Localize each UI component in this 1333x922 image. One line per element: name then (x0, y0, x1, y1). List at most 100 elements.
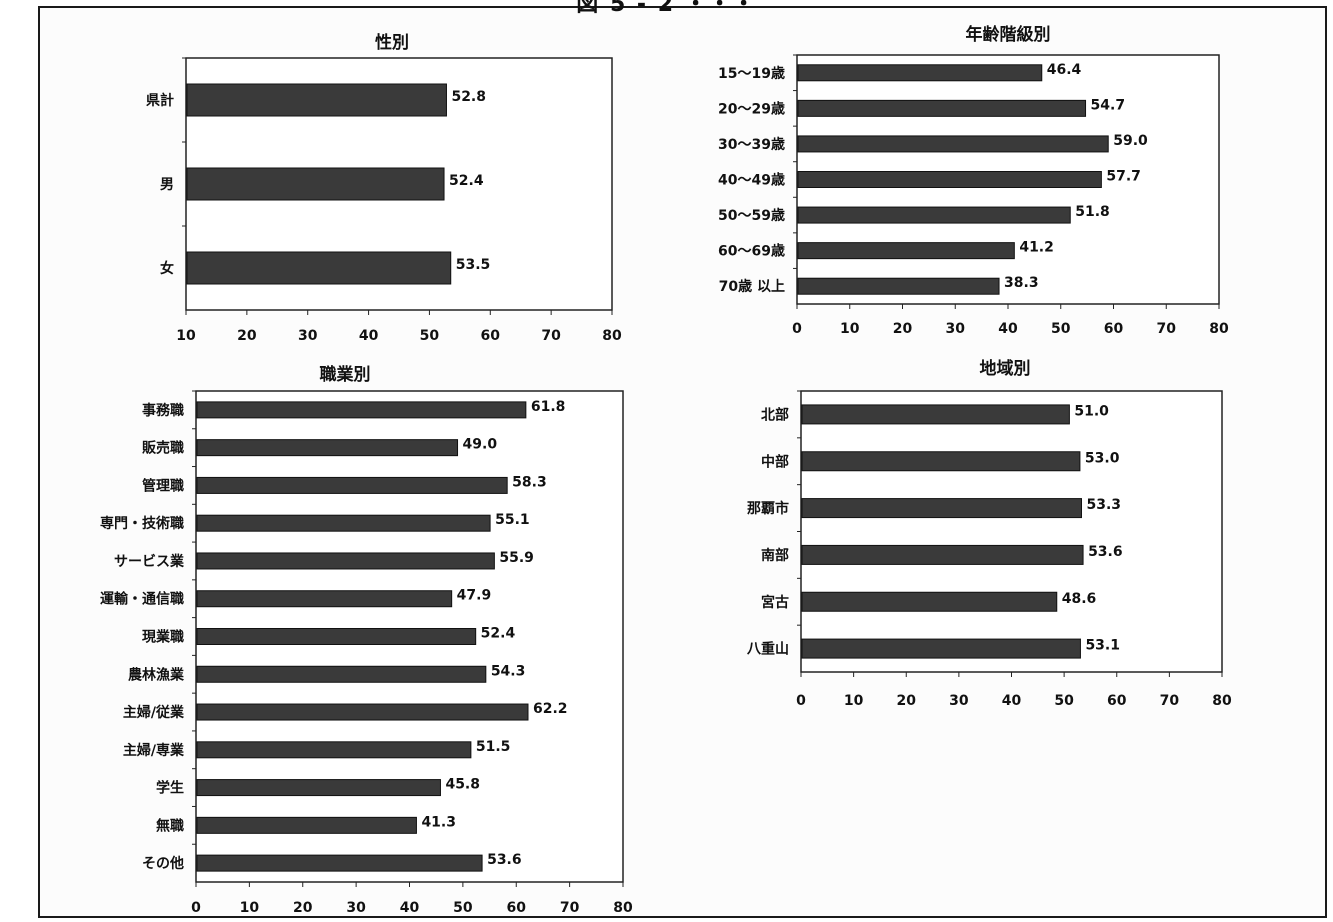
bar (196, 628, 477, 645)
x-tick-label: 80 (1209, 321, 1229, 337)
x-tick-label: 10 (176, 328, 196, 344)
data-label: 47.9 (457, 588, 492, 604)
x-tick-label: 30 (949, 693, 969, 709)
data-label: 53.0 (1085, 450, 1120, 466)
category-label: 60～69歳 (718, 243, 785, 260)
data-label: 48.6 (1062, 591, 1097, 607)
x-tick-label: 20 (237, 328, 257, 344)
bar (801, 638, 1081, 659)
data-label: 53.6 (1088, 544, 1123, 560)
chart-title: 地域別 (980, 358, 1031, 379)
data-label: 41.2 (1019, 240, 1054, 256)
x-tick-label: 80 (613, 900, 633, 916)
data-label: 53.6 (487, 852, 522, 868)
category-label: その他 (142, 855, 184, 872)
bar (186, 83, 447, 117)
x-tick-label: 30 (346, 900, 366, 916)
data-label: 38.3 (1004, 275, 1039, 291)
bar (196, 552, 495, 570)
bar (196, 590, 453, 608)
x-tick-label: 40 (400, 900, 420, 916)
category-label: 主婦/従業 (123, 704, 185, 721)
category-label: 女 (160, 260, 174, 277)
x-tick-label: 40 (1002, 693, 1022, 709)
x-tick-label: 60 (507, 900, 527, 916)
category-label: 宮古 (761, 594, 789, 611)
data-label: 49.0 (463, 437, 498, 453)
bar (797, 277, 1000, 295)
x-tick-label: 0 (796, 693, 806, 709)
data-label: 46.4 (1047, 62, 1082, 78)
x-tick-label: 20 (893, 321, 913, 337)
x-tick-label: 10 (840, 321, 860, 337)
bar (801, 544, 1084, 565)
category-label: 40～49歳 (718, 172, 785, 189)
category-label: 北部 (761, 406, 789, 423)
category-label: 主婦/専業 (123, 742, 185, 759)
x-tick-label: 0 (792, 321, 802, 337)
category-label: 農林漁業 (128, 666, 185, 683)
x-tick-label: 20 (897, 693, 917, 709)
category-label: 中部 (761, 453, 789, 470)
category-label: 50～59歳 (718, 207, 785, 224)
x-tick-label: 40 (998, 321, 1018, 337)
category-label: 南部 (761, 547, 789, 564)
bar (196, 439, 459, 457)
data-label: 53.3 (1086, 497, 1121, 513)
category-label: 現業職 (142, 629, 184, 646)
x-tick-label: 60 (1107, 693, 1127, 709)
category-label: 男 (160, 177, 174, 193)
bar (801, 498, 1082, 519)
data-label: 53.1 (1085, 638, 1120, 654)
data-label: 54.7 (1091, 97, 1126, 113)
data-label: 55.1 (495, 512, 530, 528)
data-label: 45.8 (445, 777, 480, 793)
bar (797, 99, 1087, 117)
x-tick-label: 30 (946, 321, 966, 337)
data-label: 62.2 (533, 701, 568, 717)
x-tick-label: 50 (1054, 693, 1074, 709)
data-label: 41.3 (421, 814, 456, 830)
bar (196, 514, 491, 532)
category-label: 専門・技術職 (100, 515, 184, 532)
bar (196, 779, 441, 797)
bar (797, 242, 1015, 260)
bar (797, 135, 1109, 153)
data-label: 61.8 (531, 399, 566, 415)
plot-area (800, 390, 1223, 673)
data-label: 58.3 (512, 474, 547, 490)
x-tick-label: 0 (191, 900, 201, 916)
data-label: 54.3 (491, 663, 526, 679)
x-tick-label: 20 (293, 900, 313, 916)
bar (196, 741, 472, 759)
bar (797, 206, 1071, 224)
data-label: 51.0 (1074, 403, 1109, 419)
x-tick-label: 70 (1160, 693, 1180, 709)
category-label: 運輸・通信職 (100, 591, 184, 608)
bar (797, 64, 1043, 82)
category-label: 販売職 (142, 440, 184, 457)
bar (196, 854, 483, 872)
bar (196, 476, 508, 494)
data-label: 52.8 (451, 89, 486, 105)
category-label: 学生 (156, 780, 184, 797)
x-tick-label: 70 (541, 328, 561, 344)
category-label: サービス業 (114, 553, 185, 570)
bar (196, 816, 417, 834)
bar (801, 591, 1058, 612)
bar (196, 703, 529, 721)
category-label: 県計 (146, 92, 174, 109)
x-tick-label: 40 (359, 328, 379, 344)
bar (196, 401, 527, 419)
x-tick-label: 60 (481, 328, 501, 344)
category-label: 70歳 以上 (719, 278, 785, 295)
category-label: 20～29歳 (718, 100, 785, 117)
x-tick-label: 10 (240, 900, 260, 916)
x-tick-label: 50 (420, 328, 440, 344)
x-tick-label: 80 (602, 328, 622, 344)
category-label: 15～19歳 (718, 65, 785, 82)
data-label: 51.5 (476, 739, 511, 755)
